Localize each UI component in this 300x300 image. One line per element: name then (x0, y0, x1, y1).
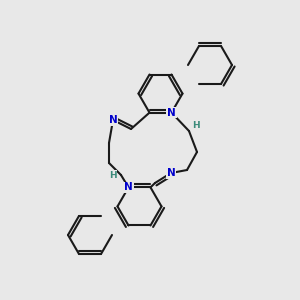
Text: N: N (167, 168, 176, 178)
Text: N: N (167, 108, 176, 118)
Text: N: N (109, 115, 117, 125)
Text: N: N (124, 182, 133, 192)
Text: H: H (109, 170, 117, 179)
Text: H: H (192, 122, 200, 130)
